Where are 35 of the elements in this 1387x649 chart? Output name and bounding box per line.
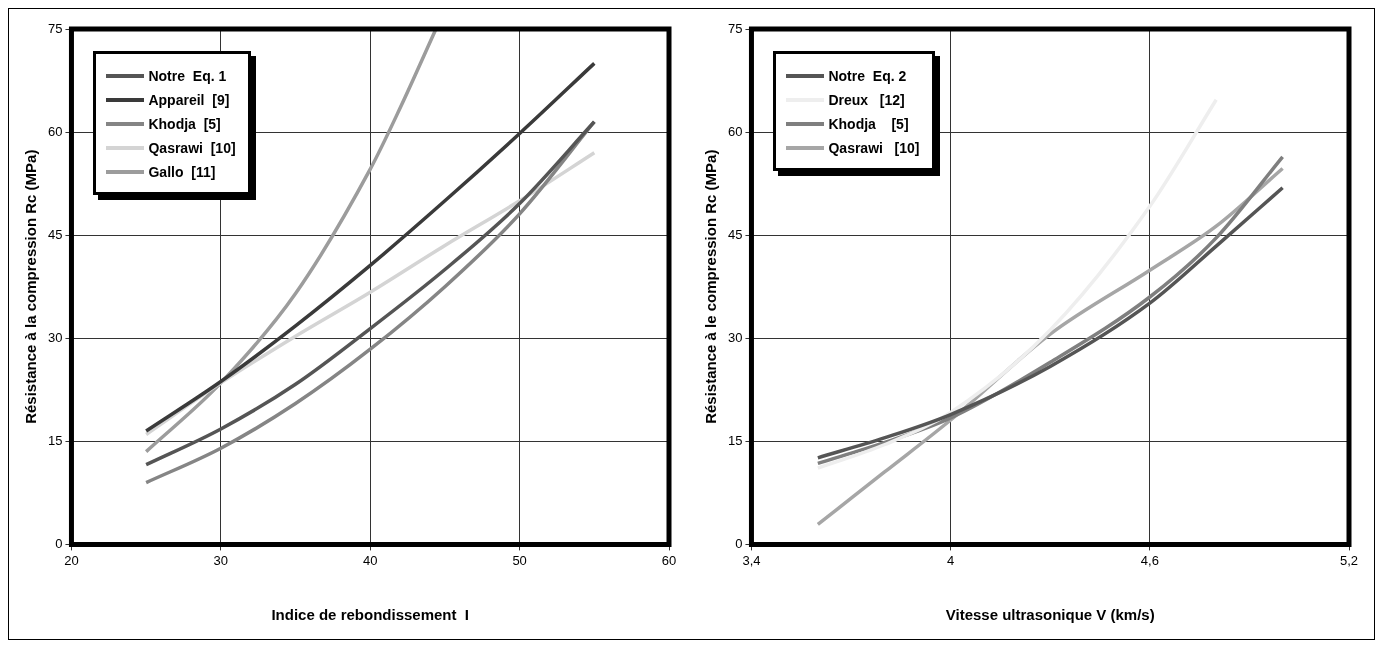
legend-label: Appareil [9] [148, 92, 230, 108]
legend-label: Khodja [5] [148, 116, 221, 132]
x-tick-label: 30 [213, 552, 229, 568]
x-tick-label: 4 [947, 552, 955, 568]
legend-label: Qasrawi [10] [148, 140, 236, 156]
x-tick-label: 4,6 [1140, 552, 1159, 568]
y-tick-label: 0 [735, 535, 743, 551]
x-tick-label: 40 [363, 552, 378, 568]
y-tick-label: 30 [47, 329, 63, 345]
y-tick-label: 75 [47, 20, 63, 36]
legend-label: Qasrawi [10] [828, 140, 920, 156]
x-tick-label: 20 [64, 552, 79, 568]
x-tick-label: 50 [512, 552, 527, 568]
x-axis-title: Vitesse ultrasonique V (km/s) [945, 606, 1155, 624]
legend-label: Khodja [5] [828, 116, 909, 132]
legend-label: Notre Eq. 1 [148, 68, 227, 84]
y-tick-label: 15 [47, 432, 63, 448]
y-tick-label: 60 [727, 123, 743, 139]
legend-label: Dreux [12] [828, 92, 905, 108]
legend-label: Gallo [11] [148, 164, 216, 180]
y-tick-label: 0 [55, 535, 63, 551]
x-axis-title: Indice de rebondissement I [271, 606, 470, 624]
y-tick-label: 60 [47, 123, 63, 139]
x-tick-label: 60 [661, 552, 677, 568]
y-tick-label: 75 [727, 20, 743, 36]
x-tick-label: 5,2 [1339, 552, 1359, 568]
line-series [144, 29, 438, 454]
y-tick-label: 30 [727, 329, 743, 345]
y-tick-label: 45 [727, 226, 743, 242]
legend-label: Notre Eq. 2 [828, 68, 907, 84]
y-axis-title: Résistance à le compression Rc (MPa) [702, 149, 720, 424]
y-axis-title: Résistance à la compression Rc (MPa) [22, 149, 40, 424]
x-tick-label: 3,4 [742, 552, 761, 568]
y-tick-label: 45 [47, 226, 63, 242]
y-tick-label: 15 [727, 432, 743, 448]
